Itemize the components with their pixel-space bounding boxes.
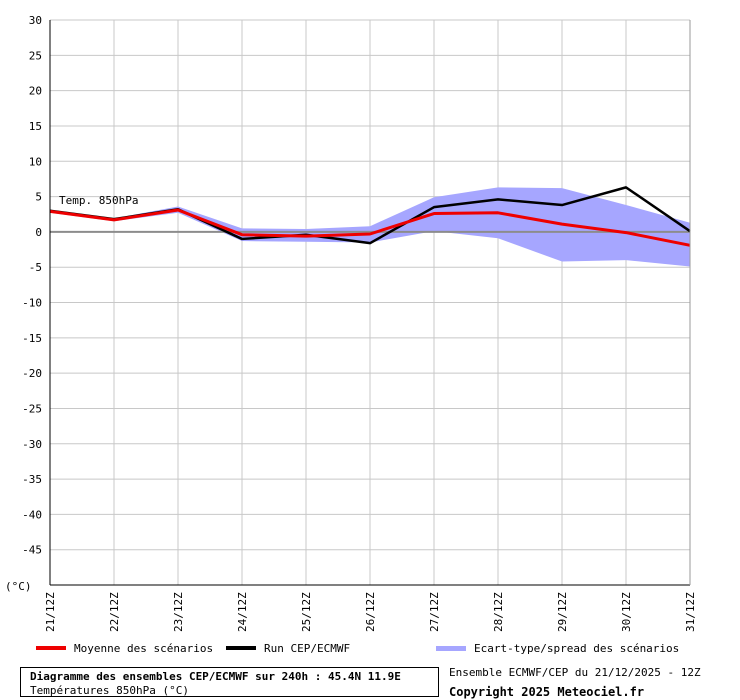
x-tick-label: 25/12Z <box>300 592 313 632</box>
legend-run: Run CEP/ECMWF <box>226 640 350 656</box>
legend-mean: Moyenne des scénarios <box>36 640 213 656</box>
y-tick-label: 5 <box>35 191 42 204</box>
x-tick-label: 31/12Z <box>684 592 697 632</box>
y-tick-label: 20 <box>29 85 42 98</box>
series-layer <box>49 186 691 247</box>
y-tick-label: -25 <box>22 402 42 415</box>
x-tick-label: 24/12Z <box>236 592 249 632</box>
y-tick-label: 30 <box>29 14 42 27</box>
x-tick-label: 26/12Z <box>364 592 377 632</box>
y-tick-label: 10 <box>29 155 42 168</box>
y-tick-label: -45 <box>22 544 42 557</box>
chart-annotation: Temp. 850hPa <box>59 194 138 207</box>
legend-spread: Ecart-type/spread des scénarios <box>436 640 679 656</box>
y-unit-label: (°C) <box>5 580 32 593</box>
copyright-text: Copyright 2025 Meteociel.fr <box>449 685 645 699</box>
chart-subtitle: Températures 850hPa (°C) <box>30 684 189 697</box>
x-tick-label: 21/12Z <box>44 592 57 632</box>
x-tick-label: 23/12Z <box>172 592 185 632</box>
y-tick-label: -20 <box>22 367 42 380</box>
mean-series-line <box>49 208 691 247</box>
x-tick-label: 28/12Z <box>492 592 505 632</box>
x-tick-label: 27/12Z <box>428 592 441 632</box>
legend-spread-swatch <box>436 645 466 651</box>
y-tick-label: 25 <box>29 49 42 62</box>
ensemble-info: Ensemble ECMWF/CEP du 21/12/2025 - 12Z <box>449 666 701 679</box>
spread-band <box>50 187 690 267</box>
x-tick-label: 29/12Z <box>556 592 569 632</box>
y-tick-label: 0 <box>35 226 42 239</box>
chart-title-box: Diagramme des ensembles CEP/ECMWF sur 24… <box>20 667 439 697</box>
x-tick-label: 30/12Z <box>620 592 633 632</box>
y-tick-label: -35 <box>22 473 42 486</box>
chart-title: Diagramme des ensembles CEP/ECMWF sur 24… <box>30 670 401 683</box>
y-tick-label: -40 <box>22 508 42 521</box>
y-tick-label: -30 <box>22 438 42 451</box>
legend-run-swatch <box>226 646 256 650</box>
legend-run-label: Run CEP/ECMWF <box>264 641 351 655</box>
y-tick-label: -15 <box>22 332 42 345</box>
legend-spread-label: Ecart-type/spread des scénarios <box>474 641 680 655</box>
chart-grid <box>49 19 691 585</box>
y-tick-label: 15 <box>29 120 42 133</box>
legend-mean-swatch <box>36 646 66 650</box>
ensemble-chart: 30 25 20 15 10 5 0 -5 -10 -15 -20 -25 -30 -35 -40 -45 21… <box>5 14 697 632</box>
x-tick-label: 22/12Z <box>108 592 121 632</box>
y-tick-label: -10 <box>22 297 42 310</box>
chart-axes: 30 25 20 15 10 5 0 -5 -10 -15 -20 -25 -30 -35 -40 -45 21… <box>22 14 697 632</box>
y-tick-label: -5 <box>29 261 42 274</box>
spread-band-layer <box>50 187 690 267</box>
legend-mean-label: Moyenne des scénarios <box>74 641 214 655</box>
